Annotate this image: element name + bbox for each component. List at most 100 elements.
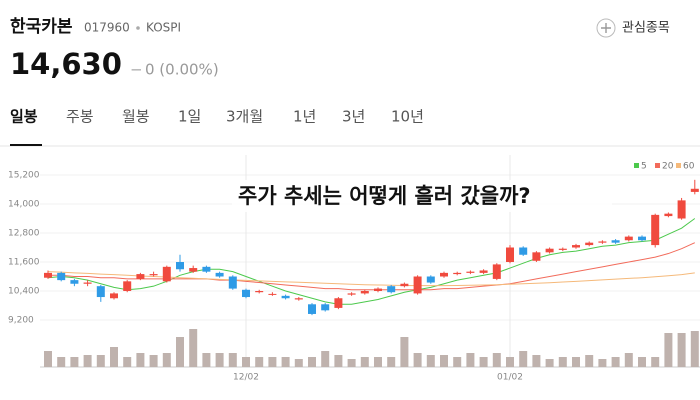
change: 0 (0.00%) xyxy=(145,61,219,79)
candle-body xyxy=(110,293,118,299)
volume-bar xyxy=(624,353,633,367)
candle-body xyxy=(690,188,699,192)
separator-dot xyxy=(136,26,140,30)
market: KOSPI xyxy=(146,21,181,35)
tab[interactable]: 1일 xyxy=(178,108,201,126)
y-tick-label: 11,600 xyxy=(8,258,40,268)
volume-bar xyxy=(110,347,118,367)
volume-bar xyxy=(44,351,52,367)
volume-bar xyxy=(360,357,369,367)
overlay-text: 주가 추세는 어떻게 흘러 갔을까? xyxy=(238,184,531,208)
volume-bar xyxy=(426,355,435,367)
volume-bar xyxy=(492,353,501,367)
candle-body xyxy=(453,272,462,275)
tab[interactable]: 3년 xyxy=(342,108,365,126)
candle-body xyxy=(215,272,224,277)
candle-body xyxy=(96,286,105,298)
volume-bar xyxy=(189,329,198,367)
candle-body xyxy=(426,276,435,283)
volume-bar xyxy=(440,355,448,367)
legend-swatch xyxy=(655,163,660,168)
volume-bar xyxy=(374,357,382,367)
watch-button[interactable]: 관심종목 xyxy=(622,21,670,36)
candle-body xyxy=(374,288,382,291)
tab[interactable]: 10년 xyxy=(391,108,424,126)
legend-swatch xyxy=(634,163,639,168)
y-tick-label: 12,800 xyxy=(8,229,40,239)
volume-bar xyxy=(638,357,646,367)
volume-bar xyxy=(123,357,132,367)
candle-body xyxy=(585,242,594,246)
candle-body xyxy=(360,291,369,294)
legend-label: 20 xyxy=(662,162,674,172)
candle-body xyxy=(611,240,620,243)
volume-bar xyxy=(347,359,356,367)
tabs: 일봉 주봉 월봉 1일 3개월 1년 3년 10년 xyxy=(10,108,424,126)
volume-bar xyxy=(413,353,422,367)
candle-body xyxy=(162,266,171,282)
change-sign: − xyxy=(130,61,143,79)
volume-bar xyxy=(268,357,277,367)
candle-body xyxy=(294,298,303,300)
candle-body xyxy=(255,291,264,293)
stock-name: 한국카본 xyxy=(10,17,73,37)
volume-bar xyxy=(162,353,171,367)
volume-bar xyxy=(136,353,145,367)
volume-bar xyxy=(387,357,396,367)
candle-body xyxy=(545,248,554,253)
candle-body xyxy=(123,281,132,291)
volume-bar xyxy=(321,351,330,367)
volume-bar xyxy=(572,357,580,367)
candle-body xyxy=(57,272,66,281)
candle-body xyxy=(202,266,211,272)
legend-label: 5 xyxy=(641,162,647,172)
volume-bar xyxy=(532,355,541,367)
tab[interactable]: 일봉 xyxy=(10,108,38,126)
volume-bar xyxy=(242,357,250,367)
candle-body xyxy=(321,304,330,311)
volume-bar xyxy=(453,357,462,367)
candle-body xyxy=(506,247,514,262)
tab[interactable]: 월봉 xyxy=(122,108,150,126)
candle-body xyxy=(677,200,686,219)
candle-body xyxy=(624,236,633,241)
volume-bar xyxy=(83,355,92,367)
volume-bar xyxy=(506,357,514,367)
candle-body xyxy=(400,283,409,287)
volume-bar xyxy=(228,353,237,367)
candle-body xyxy=(44,272,52,278)
candle-body xyxy=(242,289,250,298)
tab[interactable]: 1년 xyxy=(293,108,316,126)
candle-body xyxy=(572,245,580,248)
volume-bar xyxy=(466,353,475,367)
volume-bar xyxy=(585,355,594,367)
candle-body xyxy=(519,247,528,255)
volume-bar xyxy=(677,333,686,367)
volume-bar xyxy=(96,355,105,367)
volume-bar xyxy=(558,357,567,367)
volume-bar xyxy=(690,331,699,367)
tab[interactable]: 주봉 xyxy=(66,108,94,126)
ma-line xyxy=(48,242,696,291)
volume-bar xyxy=(479,357,488,367)
volume-bar xyxy=(545,359,554,367)
candle-body xyxy=(651,214,660,246)
tab[interactable]: 3개월 xyxy=(226,108,263,126)
volume-bar xyxy=(294,359,303,367)
candle-body xyxy=(466,271,475,273)
volume-bar xyxy=(202,353,211,367)
volume-bar xyxy=(215,353,224,367)
candle-body xyxy=(387,286,396,293)
watch-icon[interactable] xyxy=(596,18,616,38)
candle-body xyxy=(268,293,277,295)
overlay-bg xyxy=(232,180,612,212)
candle-body xyxy=(532,252,541,261)
candle-body xyxy=(136,274,145,279)
candle-body xyxy=(638,236,646,241)
y-tick-label: 10,400 xyxy=(8,287,40,297)
candle-body xyxy=(281,295,290,299)
candle-body xyxy=(664,213,673,217)
candle-body xyxy=(228,276,237,289)
candle-body xyxy=(83,282,92,284)
